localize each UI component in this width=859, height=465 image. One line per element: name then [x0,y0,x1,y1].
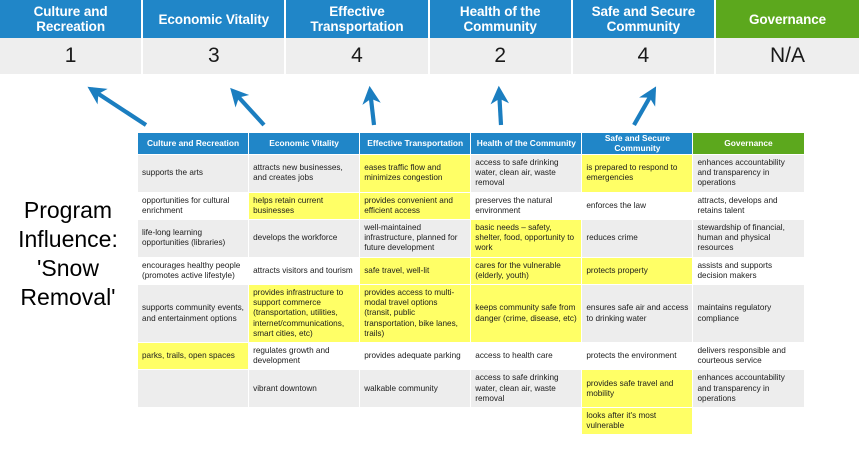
matrix-cell-highlighted: eases traffic flow and minimizes congest… [359,154,472,193]
matrix-row: life-long learning opportunities (librar… [136,219,805,258]
matrix-cell-highlighted: safe travel, well-lit [359,256,472,286]
matrix-cell: access to health care [470,342,583,371]
matrix-row: looks after it's most vulnerable [136,407,805,436]
matrix-cell: regulates growth and development [248,342,361,371]
matrix-cell: assists and supports decision makers [692,256,805,286]
matrix-cell [136,407,250,436]
program-label-line-3: 'Snow [37,255,99,281]
matrix-cell: attracts, develops and retains talent [692,191,805,221]
matrix-cell: enforces the law [581,191,694,221]
matrix-cell-highlighted: looks after it's most vulnerable [581,407,694,436]
arrow-layer [0,74,859,132]
matrix-row: parks, trails, open spaces regulates grow… [136,342,805,371]
matrix-cell: reduces crime [581,219,694,258]
matrix-cell: supports community events, and entertain… [136,284,250,344]
matrix-cell [359,407,472,436]
scorecard-value-row: 1 3 4 2 4 N/A [0,38,859,74]
scorecard-header-cell: Health of the Community [429,0,573,38]
matrix-cell-highlighted: keeps community safe from danger (crime,… [470,284,583,344]
matrix-row: supports community events, and entertain… [136,284,805,344]
matrix-cell [692,407,805,436]
program-label-line-1: Program [23,197,113,223]
influence-arrows-svg [87,85,657,127]
matrix-cell [136,369,250,409]
arrow-1 [87,86,148,127]
matrix-header-cell: Governance [692,132,805,155]
scorecard-value-cell: 3 [143,38,287,74]
matrix-row: supports the arts attracts new businesses… [136,154,805,193]
arrow-5 [632,86,657,127]
matrix-cell: well-maintained infrastructure, planned … [359,219,472,258]
matrix-cell: walkable community [359,369,472,409]
matrix-header-cell: Economic Vitality [248,132,361,155]
matrix-cell-highlighted: protects property [581,256,694,286]
matrix-cell: enhances accountability and transparency… [692,154,805,193]
matrix-cell-highlighted: cares for the vulnerable (elderly, youth… [470,256,583,286]
program-label-line-2: Influence: [18,226,118,252]
scorecard-header-cell: Governance [715,0,859,38]
matrix-cell: encourages healthy people (promotes acti… [136,256,250,286]
matrix-cell-highlighted: parks, trails, open spaces [136,342,250,371]
matrix-cell [470,407,583,436]
scorecard-value-cell: N/A [770,44,806,67]
matrix-header-cell: Effective Transportation [359,132,472,155]
matrix-header-cell: Health of the Community [470,132,583,155]
matrix-cell-highlighted: provides access to multi-modal travel op… [359,284,472,344]
matrix-cell: access to safe drinking water, clean air… [470,154,583,193]
scorecard-header-row: Culture and Recreation Economic Vitality E… [0,0,859,38]
matrix-cell: provides adequate parking [359,342,472,371]
matrix-row: vibrant downtown walkable community access… [136,369,805,409]
matrix-cell-highlighted: helps retain current businesses [248,191,361,221]
scorecard-header-cell: Safe and Secure Community [572,0,716,38]
program-influence-label: Program Influence: 'Snow Removal' [2,196,134,312]
matrix-header-cell: Safe and Secure Community [581,132,694,155]
scorecard-header-cell: Economic Vitality [143,0,287,38]
scorecard-value-cell: 1 [0,38,144,74]
matrix-cell-highlighted: provides convenient and efficient access [359,191,472,221]
matrix-cell: vibrant downtown [248,369,361,409]
matrix-cell: attracts new businesses, and creates job… [248,154,361,193]
matrix-body: supports the arts attracts new businesses… [136,154,805,436]
matrix-cell: protects the environment [581,342,694,371]
matrix-cell: attracts visitors and tourism [248,256,361,286]
scorecard-value-cell: 2 [430,38,573,74]
scorecard-value-cell: 4 [286,38,430,74]
scorecard-value-cell: 4 [573,38,716,74]
matrix-cell-highlighted: is prepared to respond to emergencies [581,154,694,193]
matrix-cell: access to safe drinking water, clean air… [470,369,583,409]
matrix-cell: preserves the natural environment [470,191,583,221]
matrix-cell: opportunities for cultural enrichment [136,191,250,221]
scorecard-header-cell: Effective Transportation [286,0,430,38]
matrix-cell: develops the workforce [248,219,361,258]
influence-matrix-table: Culture and Recreation Economic Vitality E… [136,132,805,436]
matrix-cell: ensures safe air and access to drinking … [581,284,694,344]
matrix-cell-highlighted: provides infrastructure to support comme… [248,284,361,344]
matrix-cell: life-long learning opportunities (librar… [136,219,250,258]
matrix-cell-highlighted: provides safe travel and mobility [581,369,694,409]
matrix-cell: enhances accountability and transparency… [692,369,805,409]
matrix-header-cell: Culture and Recreation [136,132,250,155]
matrix-header-row: Culture and Recreation Economic Vitality E… [136,132,805,155]
matrix-cell [248,407,361,436]
matrix-cell: stewardship of financial, human and phys… [692,219,805,258]
arrow-3 [362,85,381,126]
matrix-cell: delivers responsible and courteous servi… [692,342,805,371]
matrix-row: encourages healthy people (promotes acti… [136,256,805,286]
arrow-4 [490,85,510,126]
arrow-2 [230,87,266,127]
scorecard-bar: Culture and Recreation Economic Vitality E… [0,0,859,74]
matrix-cell: supports the arts [136,154,250,193]
matrix-cell: maintains regulatory compliance [692,284,805,344]
program-label-line-4: Removal' [20,284,116,310]
matrix-cell-highlighted: basic needs – safety, shelter, food, opp… [470,219,583,258]
scorecard-header-cell: Culture and Recreation [0,0,144,38]
matrix-row: opportunities for cultural enrichment hel… [136,191,805,221]
